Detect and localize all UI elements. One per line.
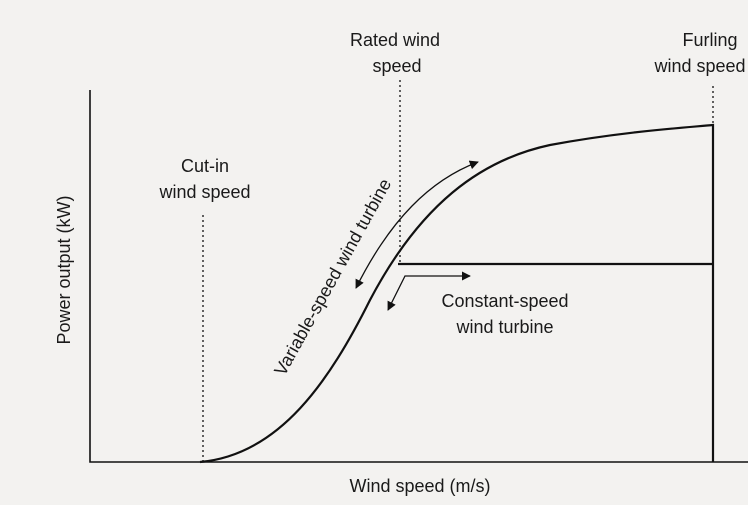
cut-in-label: wind speed — [158, 182, 250, 202]
variable-arrow — [355, 160, 479, 289]
cut-in-label: Cut-in — [181, 156, 229, 176]
constant-speed-label: wind turbine — [455, 317, 553, 337]
rated-label: speed — [372, 56, 421, 76]
axes — [89, 90, 748, 463]
rated-label: Rated wind — [350, 30, 440, 50]
x-axis-label: Wind speed (m/s) — [349, 476, 490, 496]
constant-speed-label: Constant-speed — [441, 291, 568, 311]
constant-arrow — [387, 271, 471, 311]
y-axis-label: Power output (kW) — [54, 195, 74, 344]
furling-label: Furling — [682, 30, 737, 50]
furling-label: wind speed — [653, 56, 745, 76]
